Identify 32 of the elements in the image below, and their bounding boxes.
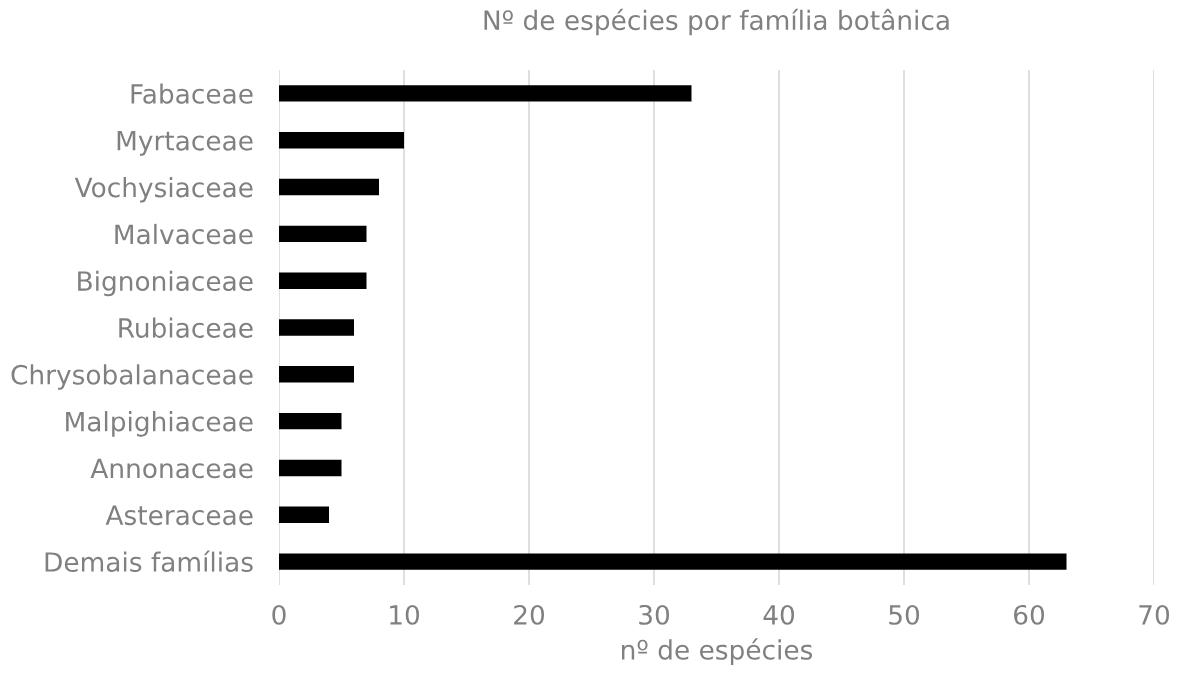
y-tick-label: Malpighiaceae	[66, 411, 253, 437]
bar	[279, 506, 329, 523]
y-tick-label: Chrysobalanaceae	[11, 364, 253, 390]
x-tick-label: 50	[889, 604, 920, 625]
x-axis-title: nº de espécies	[622, 638, 813, 665]
y-tick-label: Asteraceae	[105, 505, 253, 526]
x-tick-label: 20	[514, 604, 545, 625]
bar	[279, 459, 342, 477]
bar	[279, 225, 367, 243]
y-tick-label: Vochysiaceae	[74, 177, 253, 203]
bar	[279, 412, 342, 430]
bar	[279, 272, 367, 289]
y-tick-label: Myrtaceae	[117, 131, 253, 156]
bar	[279, 553, 1067, 570]
x-tick-label: 30	[639, 604, 670, 625]
y-tick-label: Rubiaceae	[119, 317, 253, 338]
bar	[279, 132, 404, 149]
bar	[279, 319, 354, 336]
y-tick-label: Annonaceae	[90, 458, 253, 479]
y-tick-label: Malvaceae	[115, 223, 253, 245]
x-tick-label: 0	[272, 604, 286, 625]
chart-title: Nº de espécies por família botânica	[484, 8, 949, 36]
x-tick-label: 60	[1014, 604, 1045, 625]
y-tick-label: Demais famílias	[45, 550, 253, 572]
y-tick-label: Fabaceae	[131, 83, 253, 104]
bar	[279, 85, 692, 102]
x-tick-label: 10	[390, 604, 420, 625]
x-tick-label: 40	[763, 604, 795, 625]
bar	[279, 178, 379, 196]
y-tick-label: Bignoniaceae	[78, 270, 253, 297]
bar	[279, 366, 354, 383]
x-tick-label: 70	[1139, 604, 1170, 625]
